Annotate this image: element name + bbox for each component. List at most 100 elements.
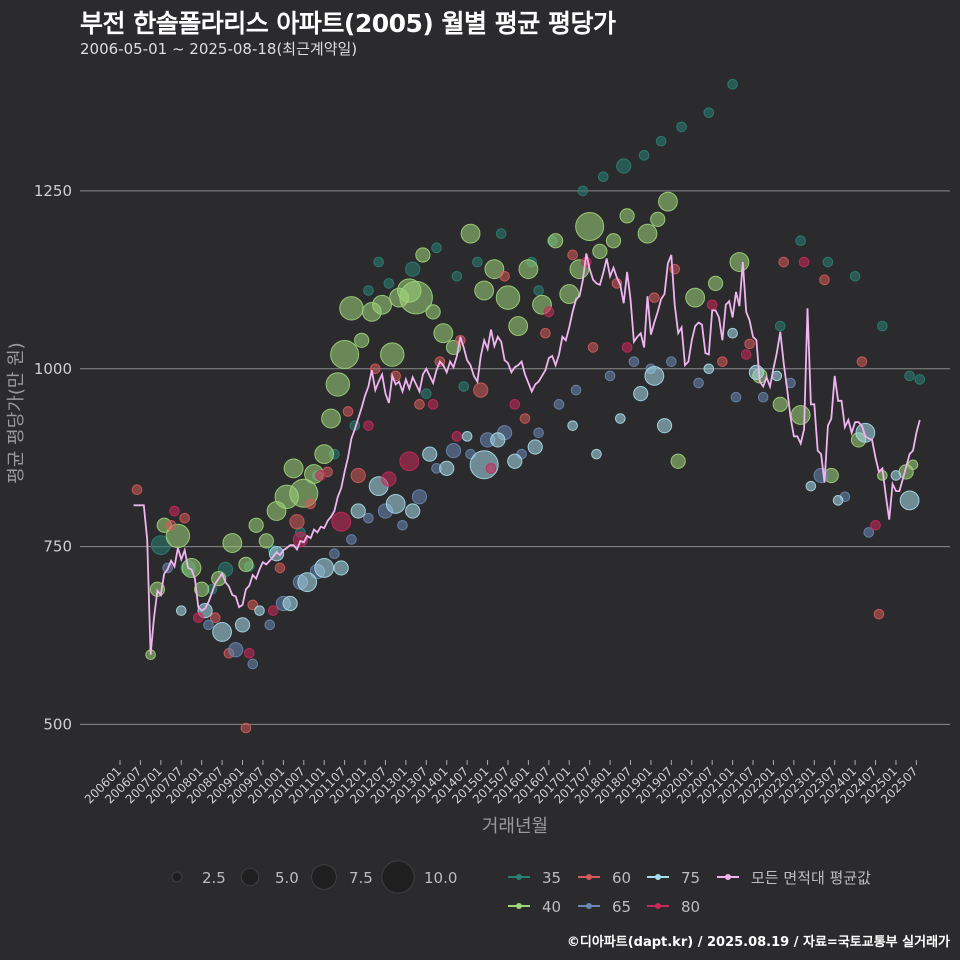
data-point-80	[399, 451, 420, 472]
legend: 2.5 5.0 7.5 10.0 35 40 60 65 75 80 모든 면적대 평균값	[171, 860, 871, 916]
color-legend-dot	[725, 874, 731, 880]
data-point-65	[666, 356, 677, 367]
data-point-65	[628, 356, 640, 367]
data-point-65	[570, 384, 582, 396]
data-point-60	[342, 406, 354, 417]
data-point-40	[258, 533, 274, 549]
data-point-35	[655, 135, 667, 147]
data-point-75	[282, 595, 298, 612]
data-point-60	[179, 512, 190, 524]
data-point-80	[621, 342, 633, 353]
data-point-80	[192, 612, 204, 624]
data-point-60	[289, 514, 305, 530]
data-point-65	[604, 370, 616, 382]
data-point-35	[676, 121, 687, 133]
data-point-60	[305, 498, 316, 510]
data-point-65	[863, 527, 875, 538]
data-point-75	[385, 494, 406, 514]
data-point-65	[363, 512, 374, 524]
data-point-40	[495, 285, 521, 310]
data-point-40	[415, 247, 431, 263]
data-point-35	[495, 228, 507, 239]
data-point-60	[350, 467, 366, 484]
color-legend-label: 40	[542, 898, 561, 916]
data-point-40	[670, 453, 686, 469]
data-point-65	[730, 391, 742, 403]
data-point-65	[264, 619, 276, 631]
data-point-60	[567, 249, 578, 261]
data-point-75	[333, 560, 349, 576]
data-point-75	[297, 572, 318, 593]
data-point-40	[548, 233, 564, 249]
chart-title: 부전 한솔폴라리스 아파트(2005) 월별 평균 평당가	[80, 9, 616, 38]
data-point-40	[518, 259, 539, 280]
data-point-40	[325, 372, 351, 397]
data-point-80	[363, 420, 374, 431]
data-point-40	[283, 458, 304, 479]
data-point-35	[458, 381, 470, 392]
color-legend-label: 65	[612, 898, 631, 916]
data-point-60	[649, 292, 660, 303]
data-point-35	[703, 107, 715, 118]
data-point-75	[748, 364, 765, 380]
data-point-60	[856, 356, 868, 367]
data-point-65	[533, 427, 544, 439]
data-point-75	[314, 558, 335, 578]
data-point-40	[650, 211, 666, 227]
data-point-60	[209, 612, 221, 624]
data-point-60	[131, 484, 143, 495]
data-point-35	[431, 242, 442, 254]
color-legend-label: 모든 면적대 평균값	[751, 869, 871, 887]
data-point-40	[330, 340, 360, 370]
data-point-35	[597, 171, 609, 183]
data-point-35	[363, 285, 374, 296]
data-point-80	[381, 471, 397, 487]
data-point-80	[427, 399, 439, 410]
data-point-35	[533, 285, 544, 296]
data-point-80	[870, 519, 881, 531]
data-point-35	[774, 320, 786, 332]
data-point-35	[405, 261, 421, 277]
data-point-35	[727, 78, 738, 90]
y-axis: 500 750 1000 1250	[34, 182, 72, 734]
data-point-40	[372, 294, 392, 315]
data-point-80	[451, 431, 463, 442]
color-legend-dot	[516, 903, 522, 909]
data-point-40	[575, 211, 605, 241]
data-point-75	[350, 503, 366, 519]
data-point-40	[248, 517, 264, 533]
size-legend-key	[381, 860, 415, 894]
data-point-35	[914, 374, 926, 385]
data-point-40	[605, 233, 622, 249]
data-point-65	[346, 534, 357, 545]
data-point-35	[904, 370, 915, 382]
data-point-75	[405, 503, 421, 519]
data-point-80	[244, 647, 255, 659]
data-point-35	[421, 388, 432, 399]
scatter-points	[131, 78, 926, 734]
data-point-40	[238, 556, 254, 572]
data-point-35	[849, 270, 861, 282]
data-point-60	[240, 722, 252, 734]
data-point-35	[383, 278, 395, 289]
data-point-40	[637, 223, 658, 244]
data-point-40	[907, 459, 919, 471]
size-legend-label: 10.0	[424, 869, 457, 887]
x-axis: 2006012006072007012007072008012008072009…	[82, 760, 921, 807]
data-point-40	[460, 223, 481, 244]
y-tick-label: 750	[43, 538, 72, 556]
data-point-40	[339, 296, 364, 321]
data-point-35	[877, 320, 888, 332]
y-tick-label: 1000	[34, 360, 72, 378]
data-point-60	[587, 342, 599, 353]
data-point-35	[822, 256, 834, 268]
data-point-75	[855, 422, 876, 443]
data-point-60	[473, 382, 489, 398]
data-point-35	[638, 150, 650, 161]
data-point-40	[425, 304, 441, 320]
data-point-75	[422, 446, 438, 462]
average-series-line	[133, 253, 921, 655]
color-legend-label: 75	[681, 869, 700, 887]
data-point-40	[707, 275, 724, 292]
